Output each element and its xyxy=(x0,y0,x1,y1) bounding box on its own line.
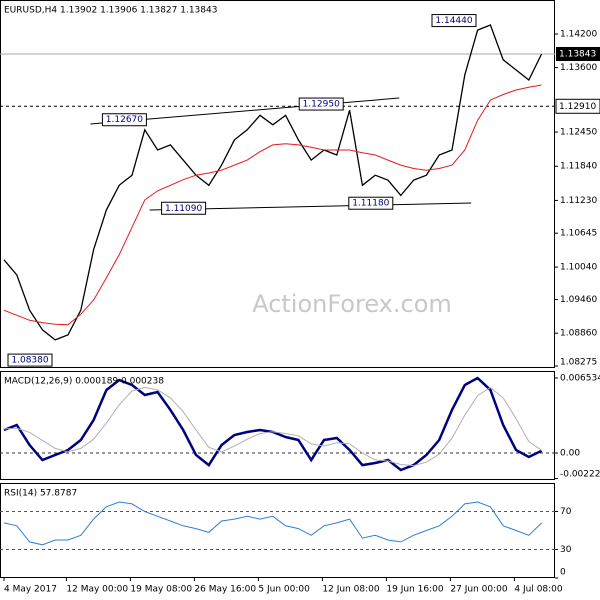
y-tick-label: -0.002226 xyxy=(560,470,600,480)
panel-frame xyxy=(0,483,555,578)
y-tick-label: 0 xyxy=(560,568,566,578)
annotation-label: 1.08380 xyxy=(11,356,48,366)
panel-frame xyxy=(0,0,555,368)
series-line xyxy=(3,501,542,546)
x-tick-label: 12 May 00:00 xyxy=(66,585,128,595)
y-tick-label: 1.10645 xyxy=(560,229,597,239)
y-tick-label: 30 xyxy=(560,545,572,555)
series-line xyxy=(3,386,542,467)
current-price-box xyxy=(556,47,600,62)
annotation-label: 1.12670 xyxy=(106,115,143,125)
annotation-label: 1.14440 xyxy=(435,16,472,26)
annotation-label: 1.11180 xyxy=(352,199,389,209)
annotation-box xyxy=(101,113,147,127)
x-tick-label: 19 May 08:00 xyxy=(130,585,192,595)
watermark: ActionForex.com xyxy=(252,290,452,318)
annotation-label: 1.12950 xyxy=(303,100,340,110)
annotation-box xyxy=(161,201,207,215)
panel-frame xyxy=(0,371,555,480)
panel-title: EURUSD,H4 xyxy=(4,6,57,16)
y-tick-label: 1.12450 xyxy=(560,128,597,138)
y-tick-label: 0.00 xyxy=(560,449,580,459)
level-box xyxy=(555,98,600,114)
panel-title: RSI(14) 57.8787 xyxy=(4,489,77,499)
annotation-box xyxy=(348,196,394,210)
y-tick-label: 0.006534 xyxy=(560,373,600,383)
current-price-label: 1.13843 xyxy=(559,50,596,60)
x-tick-label: 19 Jun 16:00 xyxy=(386,585,443,595)
x-tick-label: 27 Jun 00:00 xyxy=(450,585,507,595)
level-label: 1.12910 xyxy=(559,102,596,112)
annotation-box xyxy=(7,353,53,367)
x-tick-label: 4 Jul 08:00 xyxy=(514,585,563,595)
y-tick-label: 1.10040 xyxy=(560,263,597,273)
panel-subtitle: 1.13902 1.13906 1.13827 1.13843 xyxy=(60,6,217,16)
y-tick-label: 70 xyxy=(560,507,572,517)
x-tick-label: 26 May 16:00 xyxy=(194,585,256,595)
y-tick-label: 1.11840 xyxy=(560,162,597,172)
annotation-box xyxy=(298,97,344,111)
x-tick-label: 4 May 2017 xyxy=(4,585,57,595)
y-tick-label: 1.08275 xyxy=(560,358,597,368)
y-tick-label: 1.14200 xyxy=(560,30,597,40)
y-tick-label: 1.08860 xyxy=(560,329,597,339)
annotation-box xyxy=(431,14,477,28)
y-tick-label: 1.09460 xyxy=(560,295,597,305)
panel-title: MACD(12,26,9) 0.000189 0.000238 xyxy=(4,377,164,387)
series-line xyxy=(3,84,542,326)
x-tick-label: 12 Jun 08:00 xyxy=(322,585,379,595)
annotation-label: 1.11090 xyxy=(165,204,202,214)
y-tick-label: 1.11230 xyxy=(560,196,597,206)
series-line xyxy=(3,24,543,341)
y-tick-label: 1.13600 xyxy=(560,63,597,73)
x-tick-label: 5 Jun 00:00 xyxy=(258,585,310,595)
